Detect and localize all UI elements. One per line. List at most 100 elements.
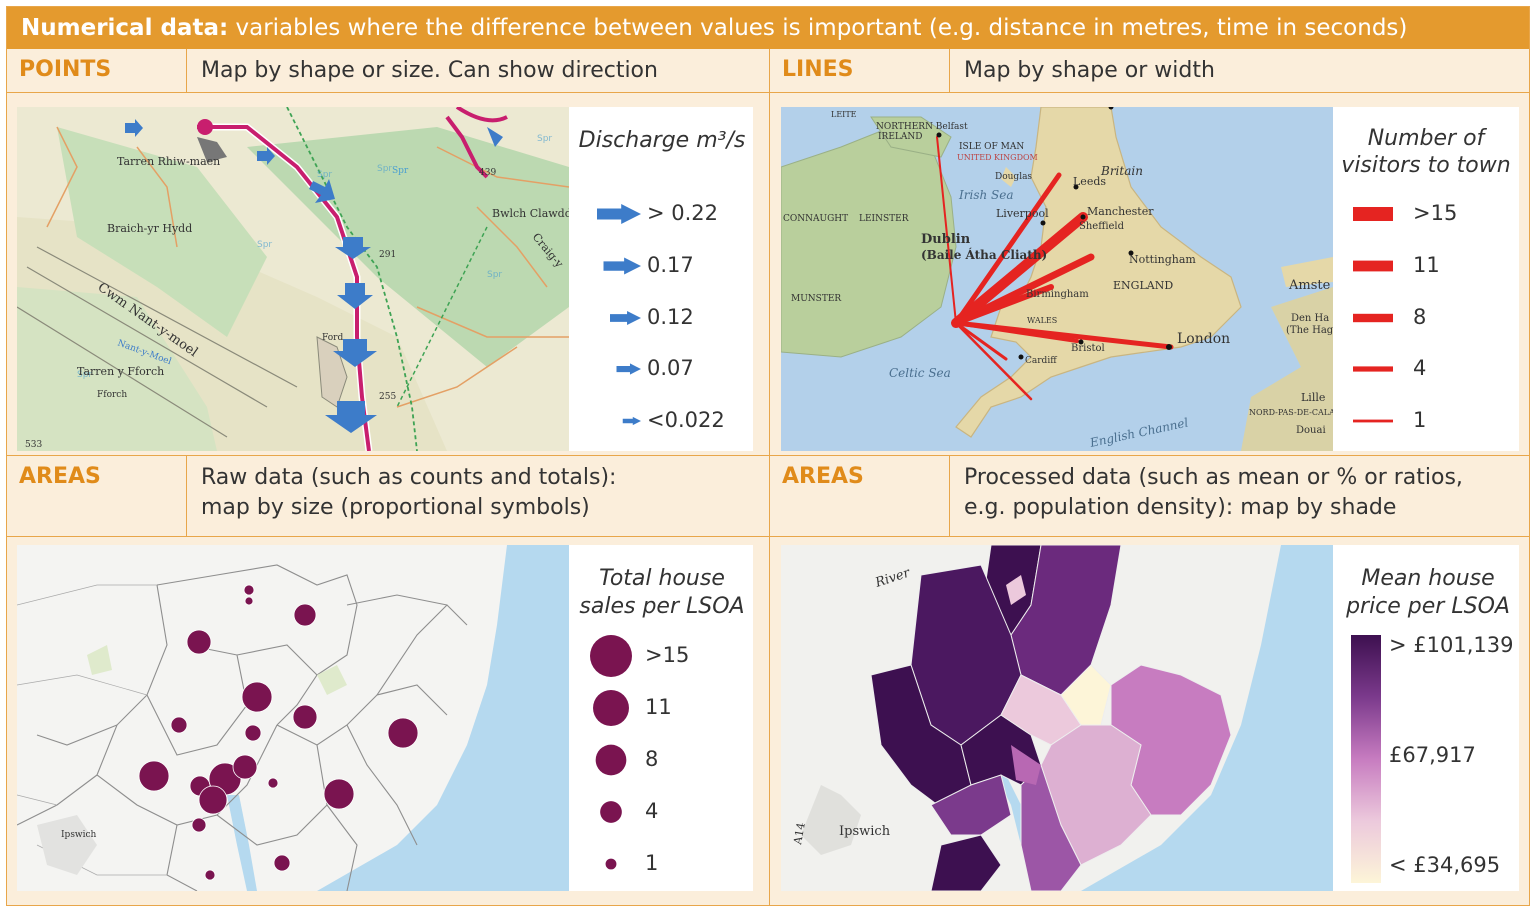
- points-map-label: 255: [379, 392, 396, 402]
- lines-legend-bar: [1353, 207, 1393, 221]
- processed-legend: Mean house price per LSOA > £101,139 £67…: [1337, 545, 1519, 891]
- points-legend-label: 0.12: [647, 305, 694, 329]
- raw-legend-circle: [593, 690, 629, 726]
- lines-map: NORTHERN Belfast IRELAND ISLE OF MAN UNI…: [781, 107, 1333, 451]
- lines-map-label: ENGLAND: [1113, 279, 1173, 292]
- areas-raw-desc-line1: Raw data (such as counts and totals):: [201, 465, 617, 490]
- lines-legend-label: 1: [1413, 408, 1427, 432]
- points-map-label: Fforch: [97, 390, 127, 400]
- areas-processed-header: AREAS Processed data (such as mean or % …: [770, 455, 1529, 537]
- lines-label: LINES: [770, 49, 950, 92]
- raw-map-dot: [267, 777, 279, 789]
- points-legend-arrow: [603, 257, 641, 275]
- points-legend-arrow: [622, 416, 641, 426]
- lines-legend-label: 8: [1413, 305, 1427, 329]
- lines-map-label: IRELAND: [878, 132, 922, 142]
- raw-legend-label: >15: [645, 643, 690, 667]
- points-map-label: Tarren y Fforch: [77, 365, 164, 378]
- lines-legend-label: >15: [1413, 201, 1458, 225]
- title-rest: variables where the difference between v…: [235, 15, 1408, 41]
- raw-map-dot: [292, 704, 318, 730]
- title-bar: Numerical data: variables where the diff…: [7, 7, 1529, 49]
- lines-map-label: Celtic Sea: [889, 366, 951, 380]
- processed-map: River Ipswich A14: [781, 545, 1333, 891]
- lines-map-label: Bristol: [1071, 343, 1105, 354]
- lines-map-label: UNITED KINGDOM: [957, 153, 1038, 162]
- svg-text:Spr: Spr: [537, 134, 552, 144]
- lines-map-label: Dublin: [921, 232, 971, 247]
- lines-map-label: ISLE OF MAN: [959, 142, 1024, 152]
- points-legend-symbols: [597, 204, 641, 426]
- lines-map-label: NORD-PAS-DE-CALAIS: [1249, 408, 1333, 417]
- raw-legend-circle: [595, 744, 627, 776]
- raw-map-dot: [186, 629, 212, 655]
- processed-legend-mid: £67,917: [1389, 743, 1476, 767]
- points-legend-label: 0.07: [647, 356, 694, 380]
- areas-processed-label: AREAS: [770, 456, 950, 536]
- lines-description: Map by shape or width: [964, 58, 1215, 83]
- points-legend-arrow: [597, 204, 641, 224]
- lines-map-label: CONNAUGHT: [783, 214, 848, 224]
- lines-panel: NORTHERN Belfast IRELAND ISLE OF MAN UNI…: [781, 107, 1519, 451]
- processed-legend-color-ramp: [1351, 635, 1381, 883]
- lines-map-label: Britain: [1100, 164, 1143, 178]
- raw-map: Ipswich: [17, 545, 569, 891]
- processed-legend-title-2: price per LSOA: [1346, 594, 1510, 619]
- lines-map-label: WALES: [1027, 316, 1057, 325]
- processed-map-label: A14: [791, 822, 808, 847]
- lines-map-label: (The Hag: [1286, 325, 1333, 336]
- lines-map-label: Douglas: [995, 172, 1032, 182]
- points-map-label: Ford: [322, 333, 343, 343]
- raw-legend-circle: [600, 801, 622, 823]
- raw-map-label: Ipswich: [61, 830, 97, 840]
- lines-legend-bar: [1353, 313, 1393, 323]
- points-legend-title: Discharge m³/s: [578, 128, 746, 153]
- points-map-label: Spr: [392, 166, 409, 176]
- svg-text:Spr: Spr: [257, 240, 272, 250]
- areas-processed-description: Processed data (such as mean or % or rat…: [964, 456, 1525, 523]
- lines-map-label: Manchester: [1087, 205, 1154, 218]
- areas-raw-label: AREAS: [7, 456, 187, 536]
- processed-legend-title-1: Mean house: [1361, 566, 1495, 591]
- areas-processed-desc-line2: e.g. population density): map by shade: [964, 495, 1397, 520]
- lines-legend-symbols: [1353, 207, 1393, 423]
- title-bold: Numerical data:: [21, 15, 229, 41]
- raw-map-dot: [241, 681, 273, 713]
- svg-text:Spr: Spr: [77, 370, 92, 380]
- areas-raw-panel: Ipswich Total house sales per LSOA >15 11…: [17, 545, 753, 891]
- raw-map-dot: [387, 717, 419, 749]
- raw-legend-label: 11: [645, 695, 672, 719]
- raw-map-dot: [293, 603, 317, 627]
- points-map-label: Tarren Rhiw-maen: [117, 155, 220, 168]
- lines-map-label: (Baile Átha Cliath): [921, 247, 1047, 262]
- raw-map-dot: [191, 817, 207, 833]
- lines-map-label: Sheffield: [1079, 221, 1125, 232]
- points-panel: Spr Spr Spr Spr Spr Spr Tarren Rhiw-maen Bra…: [17, 107, 753, 451]
- processed-legend-max: > £101,139: [1389, 633, 1514, 657]
- lines-map-label: Birmingham: [1026, 289, 1089, 300]
- lines-map-label: MUNSTER: [791, 294, 841, 304]
- lines-map-label: Irish Sea: [958, 188, 1014, 202]
- points-legend-label: > 0.22: [647, 201, 719, 225]
- raw-legend-label: 4: [645, 799, 659, 823]
- lines-map-label: Douai: [1296, 425, 1326, 436]
- points-map-label: Braich-yr Hydd: [107, 222, 192, 235]
- svg-text:Spr: Spr: [317, 170, 332, 180]
- points-legend-arrow: [610, 310, 641, 326]
- lines-map-label: Leeds: [1073, 175, 1106, 188]
- svg-text:Spr: Spr: [487, 270, 502, 280]
- lines-legend-label: 11: [1413, 253, 1440, 277]
- lines-map-label: London: [1177, 331, 1230, 347]
- raw-map-dot: [204, 869, 216, 881]
- raw-map-dot: [244, 724, 262, 742]
- processed-legend-min: < £34,695: [1389, 853, 1501, 877]
- lines-map-label: Cardiff: [1025, 356, 1057, 366]
- lines-legend-title-2: visitors to town: [1341, 153, 1511, 178]
- lines-map-label: Lille: [1301, 391, 1325, 404]
- lines-map-label: LEITE: [831, 110, 857, 119]
- raw-legend-title-1: Total house: [599, 566, 725, 591]
- lines-map-label: LEINSTER: [859, 214, 909, 224]
- points-description: Map by shape or size. Can show direction: [201, 58, 658, 83]
- raw-legend-label: 8: [645, 747, 659, 771]
- points-map-label: Bwlch Clawdd: [492, 207, 569, 220]
